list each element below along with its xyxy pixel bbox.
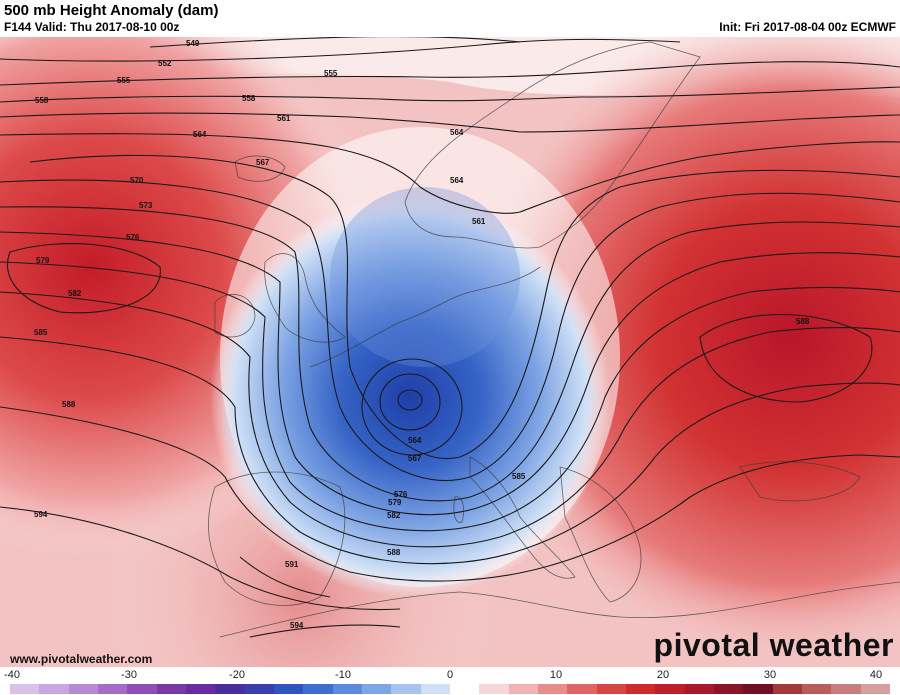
- contour-label: 576: [394, 490, 408, 499]
- trough-anomaly: [0, 37, 900, 667]
- map-title: 500 mb Height Anomaly (dam): [4, 2, 219, 19]
- contour-label: 564: [193, 130, 207, 139]
- contour-label: 564: [408, 436, 422, 445]
- contour-label: 582: [68, 289, 82, 298]
- colorbar-cell: [772, 684, 802, 694]
- brand-logo: pivotal weather: [653, 627, 894, 663]
- colorbar-cell: [39, 684, 69, 694]
- contour-label: 585: [512, 472, 526, 481]
- colorbar-cell: [420, 684, 450, 694]
- colorbar-cell: [655, 684, 685, 694]
- colorbar-cell: [508, 684, 538, 694]
- colorbar-cell: [10, 684, 40, 694]
- contour-label: 567: [408, 454, 422, 463]
- colorbar-cell: [831, 684, 861, 694]
- colorbar-tick: -30: [121, 669, 137, 681]
- colorbar-tick: -20: [229, 669, 245, 681]
- colorbar: -40 -30 -20 -10 0 10 20 30 40: [0, 667, 900, 695]
- contour-label: 594: [290, 621, 304, 630]
- colorbar-strip: [10, 684, 890, 694]
- map-canvas: 549 552 555 555 558 558 561 561 564 564 …: [0, 37, 900, 667]
- colorbar-cell: [273, 684, 304, 694]
- colorbar-tick: -10: [335, 669, 351, 681]
- contour-label: 558: [35, 96, 49, 105]
- colorbar-cell: [244, 684, 274, 694]
- colorbar-cell: [156, 684, 186, 694]
- contour-label: 567: [256, 158, 270, 167]
- colorbar-cell: [684, 684, 714, 694]
- contour-label: 570: [130, 176, 144, 185]
- website-url: www.pivotalweather.com: [10, 652, 153, 666]
- contour-label: 573: [139, 201, 153, 210]
- contour-label: 561: [472, 217, 486, 226]
- colorbar-tick: 10: [549, 669, 563, 681]
- colorbar-cell: [743, 684, 773, 694]
- colorbar-cell: [361, 684, 392, 694]
- contour-label: 582: [387, 511, 401, 520]
- colorbar-cell: [625, 684, 656, 694]
- contour-label: 564: [450, 176, 464, 185]
- contour-label: 579: [36, 256, 50, 265]
- contour-label: 558: [242, 94, 256, 103]
- colorbar-cell: [215, 684, 245, 694]
- contour-label: 579: [388, 498, 402, 507]
- colorbar-tick: 0: [446, 669, 454, 681]
- colorbar-cell: [567, 684, 597, 694]
- contour-labels: 549 552 555 555 558 558 561 561 564 564 …: [34, 39, 810, 630]
- colorbar-tick: 30: [763, 669, 777, 681]
- colorbar-cell: [860, 684, 890, 694]
- colorbar-cell: [391, 684, 421, 694]
- valid-time: F144 Valid: Thu 2017-08-10 00z: [4, 20, 180, 34]
- colorbar-cell: [185, 684, 216, 694]
- colorbar-cell: [713, 684, 744, 694]
- colorbar-cell: [97, 684, 128, 694]
- contour-label: 561: [277, 114, 291, 123]
- coastlines: [208, 41, 900, 638]
- contour-label: 576: [126, 233, 140, 242]
- colorbar-cell: [127, 684, 157, 694]
- colorbar-cell: [479, 684, 509, 694]
- contour-label: 555: [324, 69, 338, 78]
- height-contours: [0, 37, 900, 638]
- contour-label: 588: [387, 548, 401, 557]
- contour-label: 591: [285, 560, 299, 569]
- colorbar-tick: -40: [4, 669, 20, 681]
- contour-label: 564: [450, 128, 464, 137]
- init-time: Init: Fri 2017-08-04 00z ECMWF: [719, 20, 896, 34]
- colorbar-tick: 40: [869, 669, 883, 681]
- contour-label: 552: [158, 59, 172, 68]
- colorbar-cell: [449, 684, 480, 694]
- colorbar-cell: [596, 684, 626, 694]
- colorbar-cell: [537, 684, 568, 694]
- map-header: 500 mb Height Anomaly (dam) F144 Valid: …: [0, 0, 900, 37]
- colorbar-cell: [68, 684, 98, 694]
- contour-label: 585: [34, 328, 48, 337]
- colorbar-cell: [303, 684, 333, 694]
- contour-label: 588: [796, 317, 810, 326]
- colorbar-cell: [332, 684, 362, 694]
- anomaly-map: 549 552 555 555 558 558 561 561 564 564 …: [0, 37, 900, 667]
- contour-label: 588: [62, 400, 76, 409]
- contour-label: 594: [34, 510, 48, 519]
- colorbar-cell: [801, 684, 832, 694]
- contour-label: 549: [186, 39, 200, 48]
- colorbar-tick: 20: [656, 669, 670, 681]
- contour-label: 555: [117, 76, 131, 85]
